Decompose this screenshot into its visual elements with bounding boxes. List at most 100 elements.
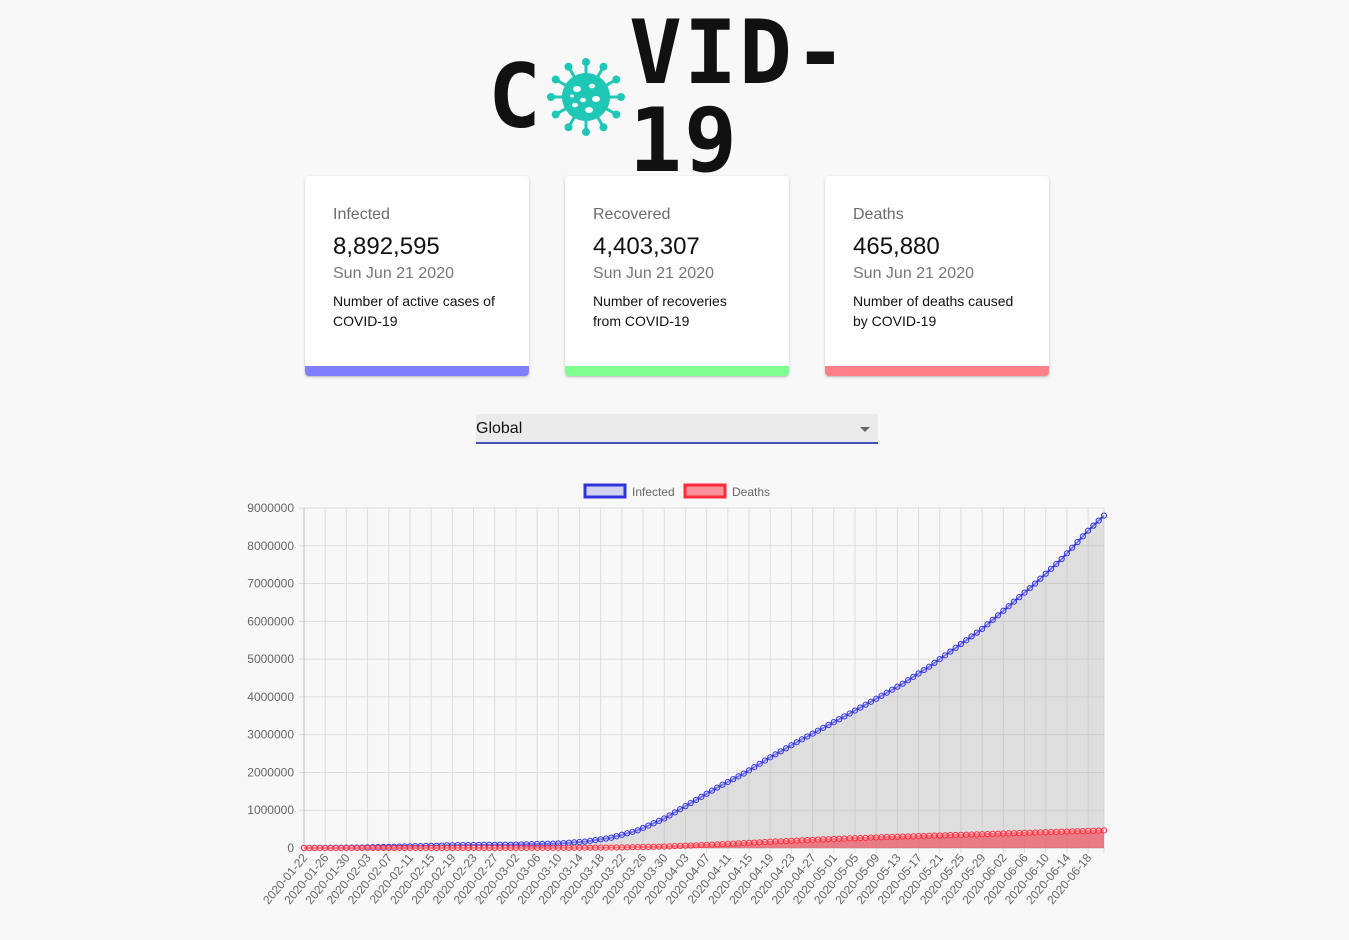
data-point (316, 844, 323, 852)
data-point (915, 832, 922, 840)
data-point (730, 776, 737, 783)
y-tick-label: 0 (287, 841, 294, 855)
data-point (767, 838, 774, 845)
card-description: Number of active cases of COVID-19 (333, 291, 501, 331)
data-point (1037, 829, 1044, 836)
data-point (518, 844, 525, 851)
data-point (539, 844, 546, 851)
data-point (1032, 580, 1039, 587)
data-point (417, 844, 424, 852)
data-point (724, 840, 731, 847)
data-point (714, 841, 721, 848)
data-point (687, 842, 694, 849)
data-point (745, 839, 753, 846)
card-description-line: Number of recoveries (593, 293, 727, 309)
card-date: Sun Jun 21 2020 (853, 265, 974, 282)
data-point (571, 839, 578, 846)
data-point (624, 844, 631, 851)
data-point (608, 844, 615, 851)
data-point (481, 844, 488, 852)
data-point (904, 677, 912, 684)
data-point (613, 844, 620, 851)
data-point (957, 640, 965, 648)
data-point (322, 844, 329, 852)
data-point (1063, 550, 1071, 557)
data-point (1000, 607, 1007, 614)
virus-body (561, 73, 610, 121)
card-description-line: by COVID-19 (853, 313, 937, 329)
app-logo: C VID-19 (488, 9, 868, 185)
card-description: Number of recoveries from COVID-19 (593, 291, 761, 331)
data-point (989, 616, 996, 623)
data-point (671, 843, 678, 850)
data-point (1047, 565, 1055, 572)
data-point (973, 629, 980, 636)
data-point (602, 844, 610, 851)
data-point (740, 839, 747, 847)
data-point (401, 844, 408, 852)
data-point (422, 844, 429, 852)
virus-spot (591, 96, 600, 102)
data-point (777, 838, 784, 845)
coronavirus-icon (545, 56, 627, 138)
virus-spike-tip (551, 110, 560, 119)
legend-swatch (583, 483, 627, 499)
data-point (979, 831, 986, 838)
data-point (396, 844, 403, 852)
data-point (1053, 828, 1060, 835)
dropdown-caret-icon[interactable] (860, 427, 870, 432)
data-point (459, 844, 467, 852)
data-point (724, 778, 731, 786)
data-point (804, 733, 811, 740)
data-point (428, 844, 435, 852)
data-point (565, 844, 573, 851)
data-point (703, 790, 710, 797)
card-description-line: COVID-19 (333, 313, 398, 329)
data-point (634, 843, 641, 851)
data-point (327, 844, 334, 852)
data-point (899, 680, 906, 687)
data-point (496, 844, 504, 851)
data-point (836, 835, 843, 842)
data-point (888, 686, 896, 693)
virus-spot (588, 83, 595, 89)
data-point (1047, 828, 1055, 836)
data-point (581, 838, 588, 845)
data-point (687, 799, 694, 807)
data-point (904, 833, 912, 840)
virus-spike-tip (546, 93, 555, 101)
data-point (894, 683, 901, 690)
data-point (862, 701, 869, 708)
logo-text-left: C (488, 45, 543, 148)
data-point (783, 837, 790, 845)
data-point (851, 707, 859, 714)
virus-spike-tip (612, 110, 621, 119)
data-point (756, 760, 763, 767)
y-tick-label: 6000000 (247, 614, 294, 628)
data-point (1010, 830, 1018, 837)
data-point (708, 787, 716, 794)
data-point (661, 815, 668, 822)
data-point (830, 835, 837, 843)
country-select[interactable]: Global (476, 414, 878, 444)
data-point (353, 844, 361, 852)
data-point (332, 844, 339, 852)
data-point (910, 673, 917, 680)
card-label: Recovered (593, 206, 671, 223)
data-point (645, 822, 652, 829)
data-point (465, 844, 472, 852)
virus-spike-tip (599, 123, 608, 132)
data-point (798, 736, 806, 743)
card-value: 465,880 (853, 233, 940, 260)
infected-card: Infected 8,892,595 Sun Jun 21 2020 Numbe… (305, 176, 529, 376)
data-point (931, 832, 938, 839)
data-point (618, 831, 625, 838)
data-point (586, 844, 594, 851)
data-point (857, 704, 864, 711)
data-point (433, 844, 440, 852)
series-area (304, 830, 1104, 848)
data-point (534, 844, 541, 851)
data-point (994, 830, 1002, 837)
data-point (994, 612, 1002, 619)
data-point (957, 831, 965, 838)
